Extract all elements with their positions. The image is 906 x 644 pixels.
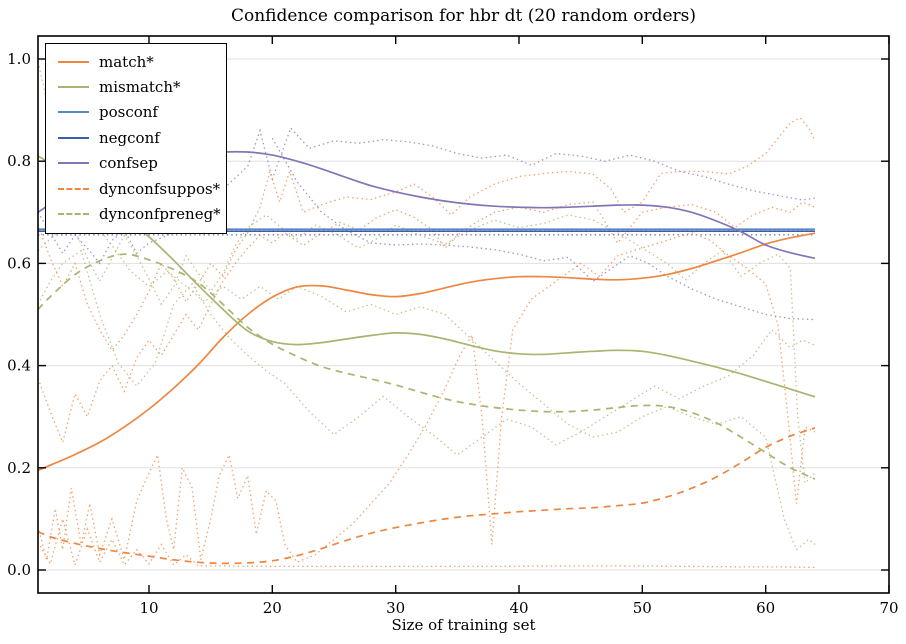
y-tick-label: 0.2 — [7, 459, 31, 477]
run-match-run-b — [37, 201, 816, 445]
legend-item-dynconfpreneg: dynconfpreneg* — [46, 201, 226, 226]
legend-item-posconf: posconf — [46, 100, 226, 125]
legend-item-confsep: confsep — [46, 151, 226, 176]
legend-line-sample — [58, 213, 89, 216]
x-tick-label: 60 — [756, 599, 775, 617]
run-preneg-run-b — [37, 249, 816, 456]
y-tick-label: 1.0 — [7, 50, 31, 68]
run-confsep-run-b — [271, 137, 816, 321]
y-tick-label: 0.4 — [7, 357, 31, 375]
legend-line-sample — [58, 187, 89, 190]
legend-line-sample — [58, 136, 89, 139]
legend-line-sample — [58, 86, 89, 89]
legend-line-sample — [58, 111, 89, 114]
series-match — [37, 232, 816, 472]
series-mismatch — [37, 155, 816, 398]
legend-item-label: negconf — [99, 128, 160, 147]
legend-item-label: match* — [99, 52, 154, 71]
legend-item-negconf: negconf — [46, 125, 226, 150]
x-tick-label: 30 — [386, 599, 405, 617]
y-tick-label: 0.6 — [7, 254, 31, 272]
legend-item-label: posconf — [99, 103, 158, 122]
x-tick-label: 20 — [263, 599, 282, 617]
series-dynconfsuppos — [37, 427, 816, 565]
y-tick-label: 0.8 — [7, 152, 31, 170]
legend-item-label: dynconfpreneg* — [99, 205, 221, 224]
x-tick-label: 70 — [879, 599, 898, 617]
legend-item-label: dynconfsuppos* — [99, 179, 221, 198]
legend-item-dynconfsuppos: dynconfsuppos* — [46, 176, 226, 201]
x-axis-label: Size of training set — [391, 616, 536, 634]
x-tick-label: 40 — [509, 599, 528, 617]
run-suppos-run-a — [37, 232, 816, 564]
run-suppos-run-b — [37, 516, 816, 569]
legend-item-label: mismatch* — [99, 78, 181, 97]
legend: match* mismatch* posconf negconf confsep dync… — [45, 43, 227, 234]
legend-line-sample — [58, 162, 89, 165]
run-preneg-run-c — [37, 201, 816, 551]
y-tick-label: 0.0 — [7, 561, 31, 579]
legend-item-mismatch: mismatch* — [46, 74, 226, 99]
run-preneg-run-a — [37, 61, 816, 485]
series-dynconfpreneg — [37, 253, 816, 480]
plot-border — [37, 35, 890, 594]
legend-item-match: match* — [46, 49, 226, 74]
run-confsep-run-a — [37, 126, 816, 265]
x-tick-label: 10 — [139, 599, 158, 617]
legend-item-label: confsep — [99, 154, 158, 173]
chart-title: Confidence comparison for hbr dt (20 ran… — [230, 6, 697, 26]
run-match-run-a — [37, 116, 816, 352]
legend-line-sample — [58, 60, 89, 63]
x-tick-label: 50 — [633, 599, 652, 617]
